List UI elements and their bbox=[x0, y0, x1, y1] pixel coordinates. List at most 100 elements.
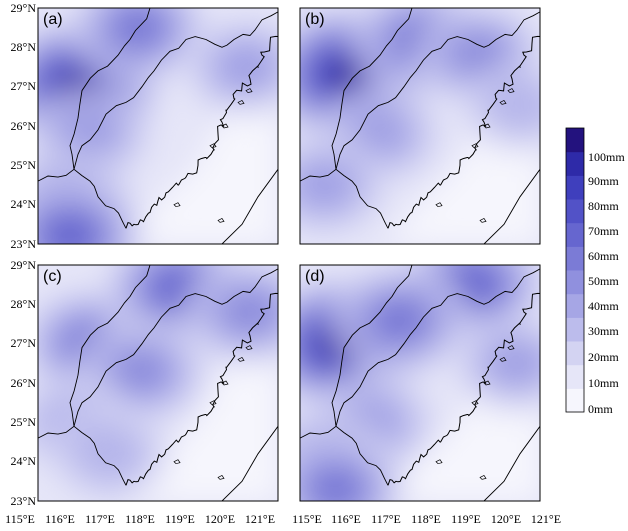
panel-a-boundaries bbox=[38, 8, 278, 244]
panel-b-frame bbox=[299, 7, 541, 245]
lon-ticks-right: 115°E 116°E 117°E 118°E 119°E 120°E 121°… bbox=[292, 512, 561, 526]
panel-c-field bbox=[38, 265, 278, 501]
precip-contour bbox=[354, 113, 406, 155]
coastline bbox=[387, 292, 540, 486]
lat-tick: 24°N bbox=[11, 197, 37, 211]
taiwan-coast bbox=[483, 426, 540, 501]
lat-ticks-top: 29°N 28°N 27°N 26°N 25°N 24°N 23°N bbox=[11, 1, 37, 251]
precip-contour bbox=[379, 303, 421, 337]
panel-a-field bbox=[38, 8, 278, 244]
panel-b-field bbox=[300, 8, 540, 244]
precip-contour bbox=[315, 472, 357, 501]
precip-contour bbox=[226, 293, 274, 331]
island bbox=[435, 459, 443, 465]
province-boundary bbox=[300, 425, 389, 486]
lat-tick: 29°N bbox=[11, 1, 37, 15]
lat-tick: 27°N bbox=[11, 79, 37, 93]
island bbox=[173, 202, 181, 208]
island bbox=[237, 99, 245, 105]
colorbar-label: 0mm bbox=[588, 402, 613, 416]
island bbox=[471, 400, 479, 406]
province-boundary bbox=[335, 11, 540, 170]
panel-d-label: (d) bbox=[305, 268, 325, 285]
colorbar-swatch bbox=[566, 317, 584, 342]
panel-c-label: (c) bbox=[43, 268, 62, 285]
panel-c-frame bbox=[37, 264, 279, 502]
island bbox=[237, 356, 245, 362]
lat-tick: 25°N bbox=[11, 415, 37, 429]
lon-tick: 116°E bbox=[45, 512, 75, 526]
precip-contour bbox=[332, 62, 364, 88]
island bbox=[245, 88, 253, 93]
province-boundary bbox=[69, 265, 151, 427]
province-boundary bbox=[38, 425, 127, 486]
island bbox=[173, 459, 181, 465]
taiwan-coast bbox=[221, 169, 278, 244]
lat-ticks-bottom: 29°N 28°N 27°N 26°N 25°N 24°N 23°N bbox=[11, 258, 37, 508]
coastline bbox=[125, 292, 278, 486]
lat-tick: 25°N bbox=[11, 158, 37, 172]
colorbar-label: 70mm bbox=[588, 224, 619, 238]
panel-b-label: (b) bbox=[305, 11, 325, 28]
island bbox=[221, 380, 229, 386]
island bbox=[483, 123, 491, 129]
colorbar-swatch bbox=[566, 151, 584, 176]
colorbar-swatch bbox=[566, 175, 584, 200]
panel-c-boundaries bbox=[38, 265, 278, 501]
lon-tick: 121°E bbox=[245, 512, 275, 526]
lon-tick: 115°E bbox=[292, 512, 322, 526]
taiwan-coast bbox=[483, 169, 540, 244]
province-boundary bbox=[300, 168, 389, 229]
colorbar-label: 80mm bbox=[588, 199, 619, 213]
island bbox=[217, 217, 225, 223]
panel-d-boundaries bbox=[300, 265, 540, 501]
lat-tick: 23°N bbox=[11, 237, 37, 251]
island bbox=[209, 400, 217, 406]
province-boundary bbox=[331, 265, 413, 427]
lon-tick: 117°E bbox=[85, 512, 115, 526]
coastline bbox=[125, 35, 278, 229]
panel-d-frame bbox=[299, 264, 541, 502]
colorbar: 100mm 90mm 80mm 70mm 60mm 50mm 40mm 30mm… bbox=[565, 127, 625, 416]
precip-contour bbox=[50, 220, 90, 244]
colorbar-label: 60mm bbox=[588, 249, 619, 263]
lon-tick: 118°E bbox=[411, 512, 441, 526]
panel-b-boundaries bbox=[300, 8, 540, 244]
colorbar-swatch bbox=[566, 270, 584, 295]
province-boundary bbox=[335, 268, 540, 427]
island bbox=[221, 123, 229, 129]
lat-tick: 28°N bbox=[11, 40, 37, 54]
lon-tick: 121°E bbox=[531, 512, 561, 526]
province-boundary bbox=[73, 11, 278, 170]
lat-tick: 26°N bbox=[11, 376, 37, 390]
island bbox=[245, 345, 253, 350]
lat-tick: 28°N bbox=[11, 297, 37, 311]
island bbox=[209, 143, 217, 149]
colorbar-swatch bbox=[566, 293, 584, 318]
precip-contour bbox=[490, 342, 540, 385]
precip-contour bbox=[78, 428, 142, 479]
colorbar-swatch bbox=[566, 388, 584, 413]
panel-a-label: (a) bbox=[43, 11, 63, 28]
colorbar-frame bbox=[565, 127, 585, 413]
lat-tick: 24°N bbox=[11, 454, 37, 468]
lat-tick: 27°N bbox=[11, 336, 37, 350]
province-boundary bbox=[38, 168, 127, 229]
lon-tick: 119°E bbox=[451, 512, 481, 526]
island bbox=[507, 88, 515, 93]
panel-a: (a) bbox=[37, 7, 279, 245]
precip-contour bbox=[220, 46, 272, 88]
colorbar-swatch bbox=[566, 341, 584, 366]
province-boundary bbox=[331, 8, 413, 170]
lon-tick: 118°E bbox=[125, 512, 155, 526]
lon-tick: 119°E bbox=[165, 512, 195, 526]
precip-contour bbox=[300, 163, 351, 207]
colorbar-swatch bbox=[566, 222, 584, 247]
colorbar-label: 40mm bbox=[588, 299, 619, 313]
precip-contour bbox=[489, 81, 540, 131]
precip-contour bbox=[119, 353, 165, 390]
lon-tick: 116°E bbox=[331, 512, 361, 526]
colorbar-swatch bbox=[566, 364, 584, 389]
panel-d-field bbox=[300, 265, 540, 501]
province-boundary bbox=[69, 8, 151, 170]
